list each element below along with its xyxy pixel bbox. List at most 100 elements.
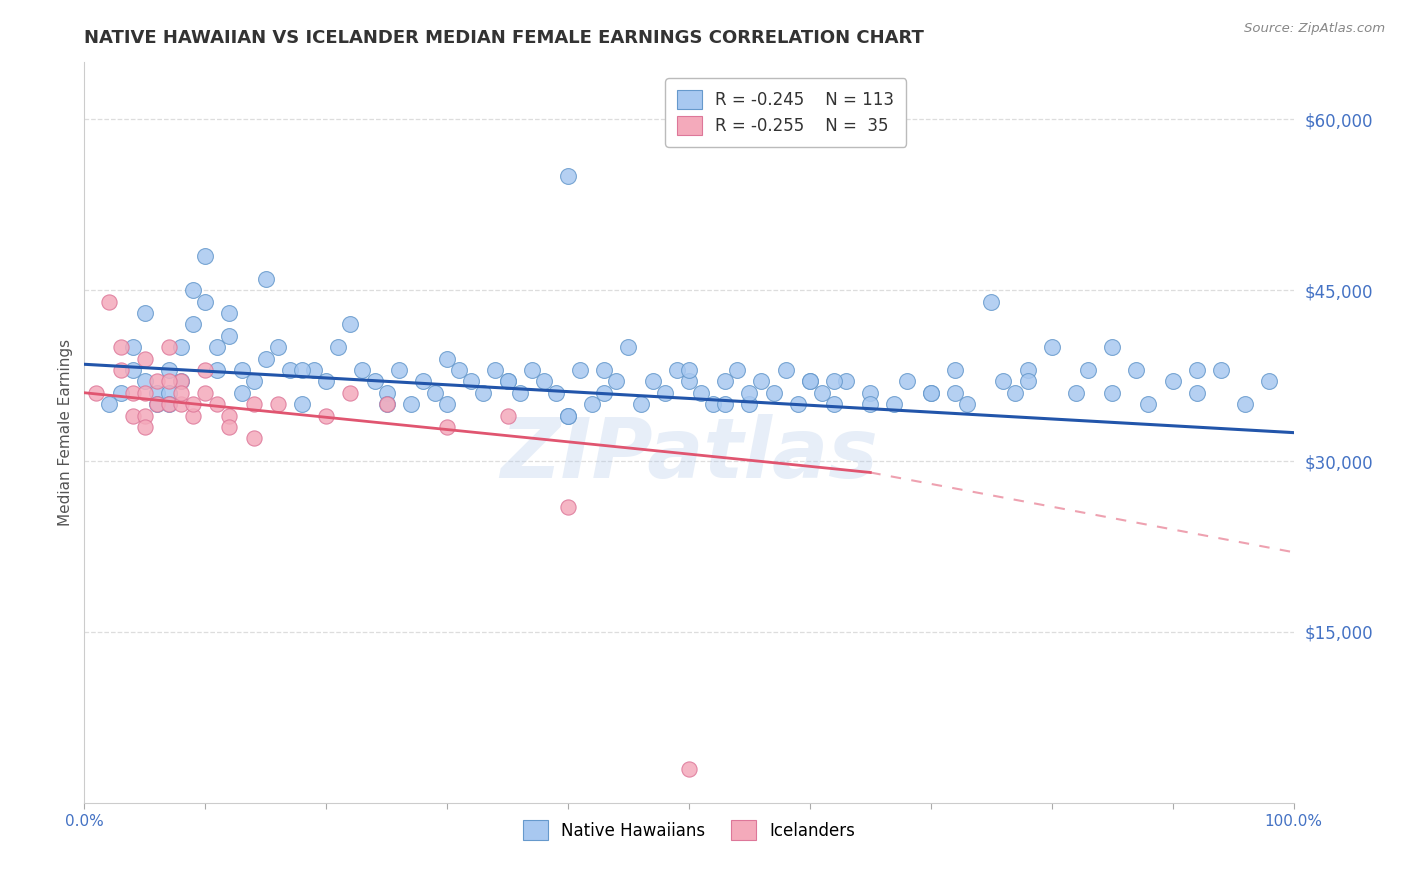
Point (134, 420, 156, 434)
Point (181, 397, 204, 411)
Point (146, 385, 169, 400)
Point (375, 385, 398, 400)
Point (242, 375, 264, 389)
Point (121, 363, 143, 377)
Point (278, 363, 301, 377)
Point (859, 385, 882, 400)
Point (544, 385, 567, 400)
Point (242, 397, 264, 411)
Point (121, 385, 143, 400)
Point (799, 375, 821, 389)
Point (725, 363, 748, 377)
Point (1017, 363, 1039, 377)
Point (146, 375, 169, 389)
Point (557, 409, 579, 423)
Point (146, 397, 169, 411)
Point (496, 409, 519, 423)
Point (1040, 340, 1063, 354)
Point (399, 397, 422, 411)
Point (157, 397, 180, 411)
Point (436, 397, 458, 411)
Point (218, 306, 240, 320)
Point (157, 375, 180, 389)
Point (267, 397, 290, 411)
Point (641, 375, 664, 389)
Point (811, 385, 834, 400)
Point (375, 397, 398, 411)
Y-axis label: Median Female Earnings: Median Female Earnings (58, 339, 73, 526)
Point (799, 375, 821, 389)
Point (412, 375, 434, 389)
Point (605, 375, 627, 389)
Point (472, 385, 495, 400)
Point (520, 363, 543, 377)
Point (231, 385, 253, 400)
Point (920, 385, 942, 400)
Point (170, 385, 193, 400)
Point (194, 363, 217, 377)
Point (593, 385, 616, 400)
Point (1101, 340, 1123, 354)
Point (678, 762, 700, 776)
Point (751, 375, 773, 389)
Point (207, 340, 229, 354)
Point (1101, 385, 1123, 400)
Point (134, 409, 156, 423)
Point (194, 294, 217, 309)
Point (231, 363, 253, 377)
Point (291, 363, 314, 377)
Point (328, 340, 350, 354)
Point (617, 340, 640, 354)
Point (1209, 363, 1232, 377)
Point (690, 385, 713, 400)
Point (97, 294, 120, 309)
Point (993, 375, 1015, 389)
Point (702, 397, 724, 411)
Point (110, 340, 132, 354)
Point (157, 363, 180, 377)
Point (665, 363, 688, 377)
Point (1185, 363, 1208, 377)
Point (170, 340, 193, 354)
Point (315, 409, 337, 423)
Point (1161, 375, 1184, 389)
Point (110, 385, 132, 400)
Point (738, 385, 761, 400)
Point (835, 375, 858, 389)
Point (786, 397, 808, 411)
Point (883, 397, 905, 411)
Point (1125, 363, 1147, 377)
Point (218, 328, 240, 343)
Point (436, 351, 458, 366)
Point (170, 397, 193, 411)
Point (134, 385, 156, 400)
Point (1185, 385, 1208, 400)
Point (1004, 385, 1026, 400)
Point (569, 363, 592, 377)
Point (980, 294, 1002, 309)
Point (557, 500, 579, 514)
Point (460, 375, 482, 389)
Point (1234, 397, 1257, 411)
Point (449, 363, 471, 377)
Point (110, 363, 132, 377)
Point (242, 431, 264, 445)
Point (496, 375, 519, 389)
Point (97, 397, 120, 411)
Point (194, 385, 217, 400)
Point (1137, 397, 1160, 411)
Point (823, 397, 845, 411)
Point (339, 318, 361, 332)
Point (1077, 363, 1099, 377)
Point (157, 385, 180, 400)
Point (1064, 385, 1087, 400)
Text: Source: ZipAtlas.com: Source: ZipAtlas.com (1244, 22, 1385, 36)
Point (1258, 375, 1281, 389)
Point (302, 363, 325, 377)
Point (291, 397, 314, 411)
Point (194, 249, 217, 263)
Point (207, 363, 229, 377)
Point (170, 375, 193, 389)
Point (254, 272, 277, 286)
Point (423, 385, 446, 400)
